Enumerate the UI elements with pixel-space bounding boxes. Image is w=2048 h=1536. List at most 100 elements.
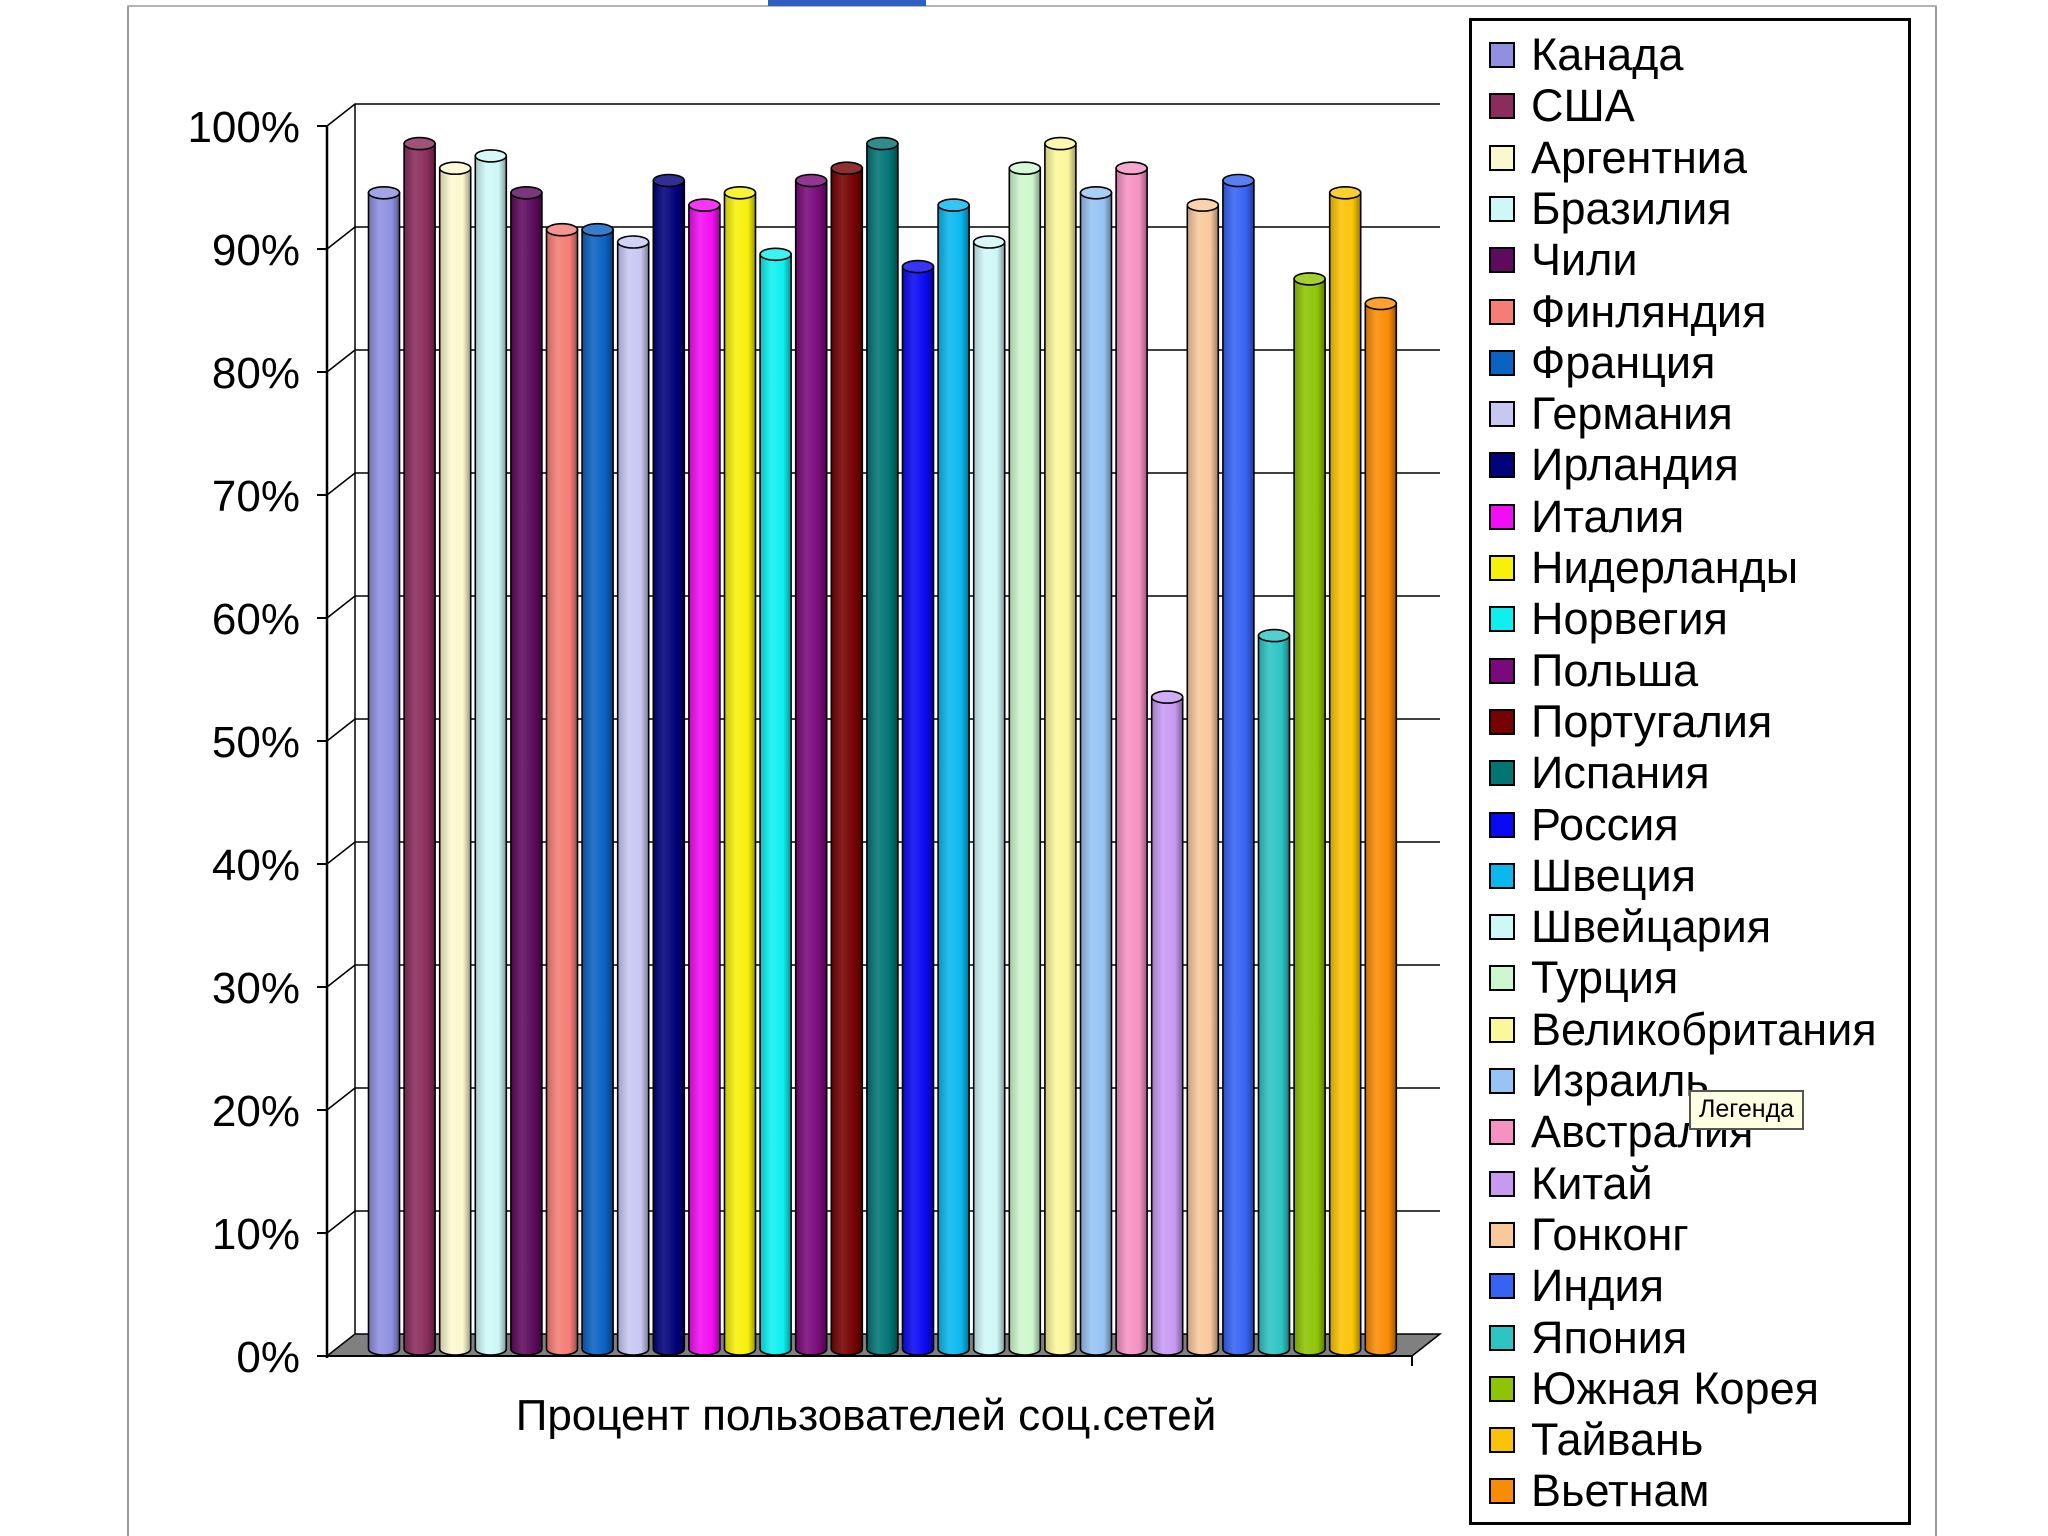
bar [901, 259, 935, 1356]
legend-item[interactable]: Ирландия [1489, 442, 1909, 487]
legend-item[interactable]: Испания [1489, 747, 1909, 799]
legend-swatch [1489, 862, 1515, 889]
y-tick-label: 40% [212, 841, 300, 890]
legend-swatch [1489, 401, 1515, 428]
gridline [326, 103, 1440, 127]
legend-label: Германия [1531, 388, 1733, 440]
bar [688, 198, 721, 1356]
legend-label: Испания [1531, 747, 1710, 799]
legend-label: Турция [1531, 952, 1679, 1004]
legend-item[interactable]: Израиль [1489, 1055, 1909, 1106]
bar [581, 222, 614, 1356]
legend-label: США [1531, 80, 1635, 132]
legend-swatch [1489, 1016, 1515, 1043]
legend-item[interactable]: Финляндия [1489, 285, 1909, 337]
legend-item[interactable]: Норвегия [1489, 596, 1909, 641]
bar [1293, 272, 1326, 1356]
bar [652, 173, 686, 1356]
legend-label: Япония [1531, 1311, 1688, 1363]
legend-swatch [1489, 965, 1515, 992]
slide-frame-right [1935, 5, 1937, 1536]
chart-legend[interactable]: Канада США Аргентниа Бразилия Чили Финляндия Ф… [1469, 18, 1911, 1525]
legend-item[interactable]: Россия [1489, 798, 1909, 850]
bar [1257, 628, 1291, 1356]
legend-swatch [1489, 195, 1515, 222]
legend-item[interactable]: Польша [1489, 648, 1909, 693]
legend-item[interactable]: Великобритания [1489, 1007, 1909, 1052]
legend-item[interactable]: Гонконг [1489, 1208, 1909, 1260]
legend-swatch [1489, 298, 1515, 325]
legend-item[interactable]: Франция [1489, 336, 1909, 388]
legend-item[interactable]: Швейцария [1489, 901, 1909, 953]
legend-label: Индия [1531, 1260, 1664, 1312]
legend-label: Канада [1531, 29, 1684, 80]
legend-item[interactable]: Португалия [1489, 699, 1909, 744]
legend-label: Франция [1531, 336, 1716, 388]
legend-swatch [1489, 760, 1515, 787]
legend-label: Россия [1531, 798, 1679, 850]
bar [1044, 136, 1077, 1356]
bars [367, 136, 1398, 1356]
legend-item[interactable]: Чили [1489, 237, 1909, 282]
legend-item[interactable]: Вьетнам [1489, 1465, 1909, 1517]
y-tick-label: 30% [212, 964, 300, 1013]
legend-item[interactable]: Германия [1489, 388, 1909, 440]
legend-swatch [1489, 144, 1515, 171]
legend-label: Швейцария [1531, 901, 1772, 953]
legend-item[interactable]: Бразилия [1489, 186, 1909, 231]
legend-swatch [1489, 606, 1515, 633]
bar [1008, 161, 1042, 1356]
legend-label: Италия [1531, 490, 1685, 542]
legend-swatch [1489, 1273, 1515, 1300]
bar [866, 136, 899, 1356]
bar [1115, 161, 1148, 1356]
legend-swatch [1489, 452, 1515, 479]
legend-swatch [1489, 811, 1515, 838]
legend-item[interactable]: Аргентниа [1489, 135, 1909, 180]
legend-item[interactable]: Канада [1489, 29, 1909, 80]
legend-item[interactable]: Тайвань [1489, 1414, 1909, 1466]
legend-label: Нидерланды [1531, 542, 1799, 593]
legend-label: Тайвань [1531, 1414, 1704, 1466]
legend-swatch [1489, 1324, 1515, 1351]
legend-item[interactable]: Австралия [1489, 1109, 1909, 1154]
legend-item[interactable]: Нидерланды [1489, 542, 1909, 593]
legend-label: Гонконг [1531, 1208, 1689, 1260]
legend-item[interactable]: Южная Корея [1489, 1366, 1909, 1411]
legend-label: Финляндия [1531, 285, 1767, 337]
slide-frame-left [127, 5, 129, 1536]
legend-item[interactable]: США [1489, 80, 1909, 132]
legend-label: Израиль [1531, 1055, 1709, 1106]
legend-item[interactable]: Япония [1489, 1311, 1909, 1363]
legend-swatch [1489, 1478, 1515, 1505]
legend-label: Китай [1531, 1157, 1653, 1209]
bar [1079, 186, 1113, 1356]
legend-swatch [1489, 1427, 1515, 1454]
legend-item[interactable]: Швеция [1489, 849, 1909, 901]
y-tick-label: 70% [212, 472, 300, 521]
legend-item[interactable]: Турция [1489, 952, 1909, 1004]
legend-swatch [1489, 1119, 1515, 1146]
y-tick-label: 90% [212, 226, 300, 275]
bar [616, 235, 650, 1356]
legend-item[interactable]: Китай [1489, 1157, 1909, 1209]
legend-label: Швеция [1531, 849, 1696, 901]
legend-item[interactable]: Италия [1489, 490, 1909, 542]
y-tick-label: 80% [212, 349, 300, 398]
bar [723, 186, 757, 1356]
legend-swatch [1489, 349, 1515, 376]
legend-item[interactable]: Индия [1489, 1260, 1909, 1312]
legend-swatch [1489, 555, 1515, 581]
bar [1150, 690, 1184, 1356]
y-tick-label: 100% [187, 103, 300, 152]
legend-swatch [1489, 1170, 1515, 1197]
y-tick-label: 10% [212, 1210, 300, 1259]
legend-swatch [1489, 657, 1515, 684]
bar [474, 149, 508, 1356]
y-tick-label: 0% [236, 1333, 300, 1382]
legend-label: Вьетнам [1531, 1465, 1710, 1517]
bar [937, 198, 970, 1356]
legend-swatch [1489, 1068, 1515, 1094]
bar [367, 186, 401, 1356]
legend-swatch [1489, 1221, 1515, 1248]
